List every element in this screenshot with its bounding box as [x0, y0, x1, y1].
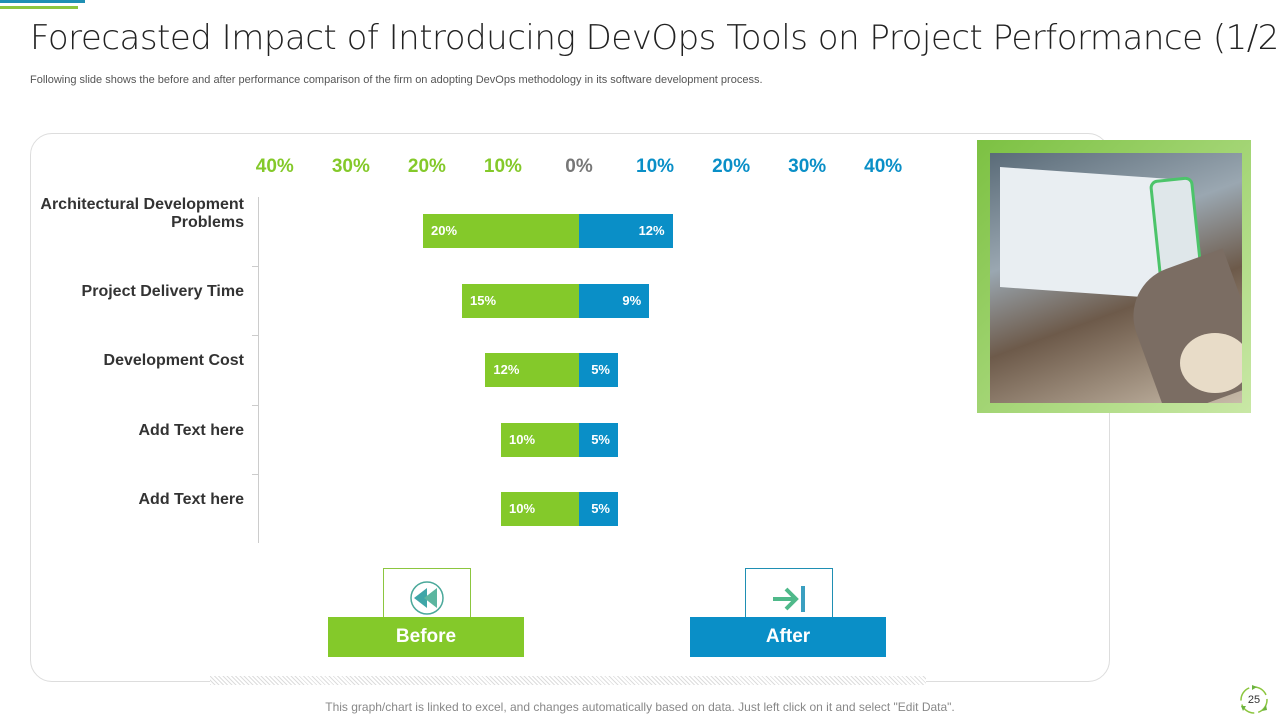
- after-icon-box: [745, 568, 833, 618]
- axis-separator: [252, 474, 259, 475]
- axis-separator: [252, 265, 259, 267]
- x-tick-label: 20%: [407, 156, 446, 177]
- laptop-screen: [1000, 167, 1170, 299]
- x-tick-label: 10%: [483, 156, 522, 177]
- category-axis: [258, 197, 259, 543]
- page-number-badge: 25: [1238, 684, 1270, 716]
- after-bar[interactable]: 12%: [579, 214, 673, 248]
- category-label: Development Cost: [103, 352, 244, 369]
- footer-note: This graph/chart is linked to excel, and…: [325, 700, 955, 714]
- before-bar[interactable]: 10%: [501, 492, 579, 526]
- before-bar[interactable]: 12%: [485, 353, 579, 387]
- before-legend-button[interactable]: Before: [328, 617, 524, 657]
- photo-laptop-phone: [990, 153, 1242, 403]
- x-tick-label: 30%: [788, 156, 827, 177]
- page-number: 25: [1247, 694, 1261, 706]
- after-bar[interactable]: 5%: [579, 422, 618, 457]
- x-tick-label: 40%: [864, 156, 903, 177]
- x-tick-label: 40%: [255, 156, 294, 177]
- category-label: Architectural Development Problems: [40, 196, 244, 231]
- x-tick-label: 30%: [331, 156, 370, 177]
- coffee-cup: [1180, 333, 1242, 393]
- accent-line-blue: [0, 0, 85, 3]
- rewind-icon: [410, 581, 444, 615]
- photo-frame: [977, 140, 1251, 413]
- category-label: Add Text here: [138, 421, 245, 439]
- category-label: Project Delivery Time: [81, 282, 244, 300]
- after-bar[interactable]: 5%: [579, 353, 618, 387]
- after-bar[interactable]: 5%: [579, 492, 618, 526]
- hatch-divider: [210, 676, 926, 685]
- skip-forward-icon: [773, 586, 805, 612]
- accent-line-green: [0, 6, 78, 9]
- axis-separator: [252, 404, 259, 406]
- before-bar[interactable]: 20%: [423, 214, 579, 248]
- recycle-arrows-icon: [1240, 685, 1268, 714]
- axis-separator: [252, 335, 259, 336]
- page-subtitle: Following slide shows the before and aft…: [30, 74, 763, 86]
- x-tick-label: 10%: [636, 156, 675, 177]
- category-label: Add Text here: [138, 491, 245, 508]
- page-title: Forecasted Impact of Introducing DevOps …: [30, 18, 1280, 58]
- after-bar[interactable]: 9%: [579, 283, 650, 318]
- before-bar[interactable]: 15%: [462, 283, 579, 318]
- before-icon-box: [383, 568, 471, 618]
- x-tick-label: 0%: [565, 156, 593, 177]
- before-bar[interactable]: 10%: [501, 422, 579, 457]
- after-legend-button[interactable]: After: [690, 617, 886, 657]
- x-tick-label: 20%: [712, 156, 751, 177]
